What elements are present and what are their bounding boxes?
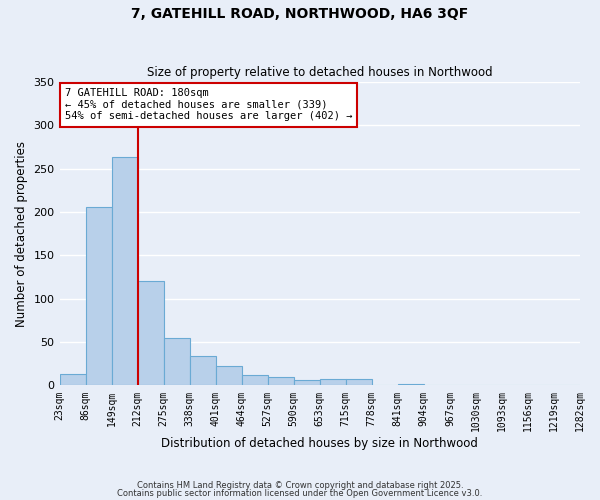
Bar xyxy=(86,207,112,386)
Bar xyxy=(59,374,86,386)
Bar xyxy=(320,380,346,386)
Bar xyxy=(554,384,580,386)
Text: 7 GATEHILL ROAD: 180sqm
← 45% of detached houses are smaller (339)
54% of semi-d: 7 GATEHILL ROAD: 180sqm ← 45% of detache… xyxy=(65,88,352,122)
Bar xyxy=(398,384,424,386)
X-axis label: Distribution of detached houses by size in Northwood: Distribution of detached houses by size … xyxy=(161,437,478,450)
Bar xyxy=(137,280,164,386)
Bar xyxy=(268,377,294,386)
Bar xyxy=(112,158,137,386)
Bar xyxy=(294,380,320,386)
Bar xyxy=(502,384,528,386)
Text: Contains HM Land Registry data © Crown copyright and database right 2025.: Contains HM Land Registry data © Crown c… xyxy=(137,481,463,490)
Bar xyxy=(242,375,268,386)
Text: 7, GATEHILL ROAD, NORTHWOOD, HA6 3QF: 7, GATEHILL ROAD, NORTHWOOD, HA6 3QF xyxy=(131,8,469,22)
Bar xyxy=(190,356,215,386)
Bar xyxy=(215,366,242,386)
Bar xyxy=(346,378,372,386)
Y-axis label: Number of detached properties: Number of detached properties xyxy=(15,141,28,327)
Title: Size of property relative to detached houses in Northwood: Size of property relative to detached ho… xyxy=(147,66,493,80)
Text: Contains public sector information licensed under the Open Government Licence v3: Contains public sector information licen… xyxy=(118,488,482,498)
Bar xyxy=(424,384,450,386)
Bar xyxy=(164,338,190,386)
Bar xyxy=(372,384,398,386)
